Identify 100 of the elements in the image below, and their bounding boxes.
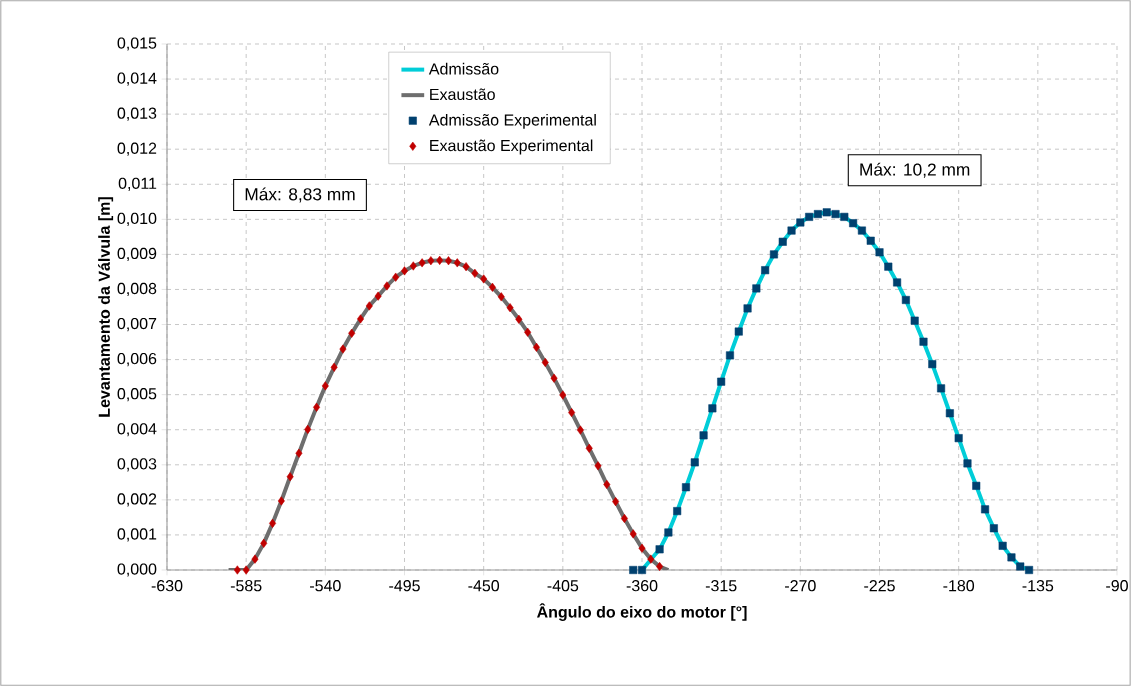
point: [603, 479, 611, 489]
point: [743, 304, 752, 313]
x-tick-label: -360: [626, 580, 658, 592]
point: [506, 303, 514, 313]
y-tick-label: 0,009: [117, 247, 157, 262]
x-tick-label: -405: [547, 580, 579, 592]
point: [436, 255, 444, 265]
point: [453, 258, 461, 268]
x-tick-label: -630: [151, 580, 183, 592]
point: [725, 351, 734, 360]
point: [480, 274, 488, 284]
y-tick-label: 0,015: [117, 37, 157, 51]
x-tick-label: -90: [1106, 580, 1128, 592]
point: [427, 256, 435, 266]
point: [1007, 553, 1016, 562]
x-tick-label: -135: [1022, 580, 1054, 592]
point: [893, 278, 902, 287]
y-tick-label: 0,010: [117, 212, 157, 226]
point: [409, 261, 417, 271]
y-tick-label: 0,005: [117, 388, 157, 402]
point: [638, 543, 646, 553]
point: [647, 554, 655, 564]
point: [831, 210, 840, 219]
point: [673, 507, 682, 516]
point: [822, 208, 831, 217]
annotation: Máx: 10,2 mm: [860, 162, 970, 178]
point: [734, 327, 743, 336]
x-tick-label: -495: [389, 580, 420, 592]
point: [568, 408, 576, 418]
legend-label: Admissão Experimental: [428, 113, 596, 129]
point: [954, 434, 963, 443]
point: [1025, 565, 1034, 574]
point: [761, 266, 770, 275]
point: [348, 328, 356, 338]
point: [357, 314, 364, 324]
point: [251, 554, 259, 564]
point: [972, 481, 981, 490]
x-tick-label: -540: [310, 580, 341, 592]
x-axis-title: Ângulo do eixo do motor [°]: [537, 603, 747, 621]
y-tick-label: 0,008: [117, 282, 157, 297]
point: [330, 362, 338, 372]
point: [269, 518, 277, 528]
point: [559, 390, 567, 400]
y-tick-label: 0,007: [117, 317, 157, 332]
point: [840, 212, 849, 221]
point: [550, 373, 558, 383]
point: [233, 565, 241, 575]
point: [594, 461, 602, 471]
point: [286, 472, 294, 482]
legend-label: Admissão: [428, 62, 499, 75]
point: [963, 459, 972, 468]
point: [365, 301, 373, 311]
y-axis-title: Levantamento da Válvula [m]: [98, 197, 114, 417]
point: [664, 528, 673, 537]
point: [884, 262, 893, 271]
point: [418, 258, 426, 268]
point: [857, 226, 866, 235]
point: [919, 337, 928, 346]
point: [471, 268, 479, 278]
x-tick-label: -450: [468, 580, 500, 592]
point: [989, 524, 998, 533]
x-tick-label: -585: [230, 580, 262, 592]
y-tick-label: 0,006: [117, 352, 157, 367]
x-tick-label: -180: [943, 580, 975, 592]
y-tick-label: 0,003: [117, 458, 157, 472]
point: [277, 496, 285, 506]
point: [585, 443, 593, 453]
point: [629, 565, 638, 574]
legend-label: Exaustão Experimental: [430, 139, 593, 155]
point: [849, 219, 858, 228]
point: [690, 458, 699, 467]
point: [515, 314, 523, 324]
y-tick-label: 0,002: [117, 493, 157, 507]
point: [681, 483, 690, 492]
point: [655, 545, 664, 554]
point: [489, 282, 496, 292]
point: [576, 425, 584, 435]
point: [532, 342, 540, 352]
point: [998, 541, 1007, 550]
point: [392, 272, 400, 282]
point: [445, 256, 452, 266]
y-tick-label: 0,001: [117, 528, 157, 542]
point: [910, 316, 919, 325]
y-tick-label: 0,011: [118, 177, 157, 191]
point: [524, 327, 532, 337]
point: [383, 281, 391, 291]
y-tick-label: 0,004: [117, 423, 157, 437]
point: [937, 384, 946, 393]
point: [304, 424, 312, 434]
y-tick-label: 0,000: [117, 563, 157, 577]
point: [656, 561, 664, 572]
legend-label: Exaustão: [430, 88, 495, 101]
point: [945, 409, 954, 418]
x-tick-label: -315: [705, 580, 737, 592]
point: [462, 262, 470, 272]
y-tick-label: 0,013: [117, 107, 157, 121]
x-tick-label: -225: [864, 580, 895, 592]
point: [401, 266, 408, 276]
point: [928, 360, 937, 369]
y-tick-label: 0,014: [117, 72, 157, 86]
